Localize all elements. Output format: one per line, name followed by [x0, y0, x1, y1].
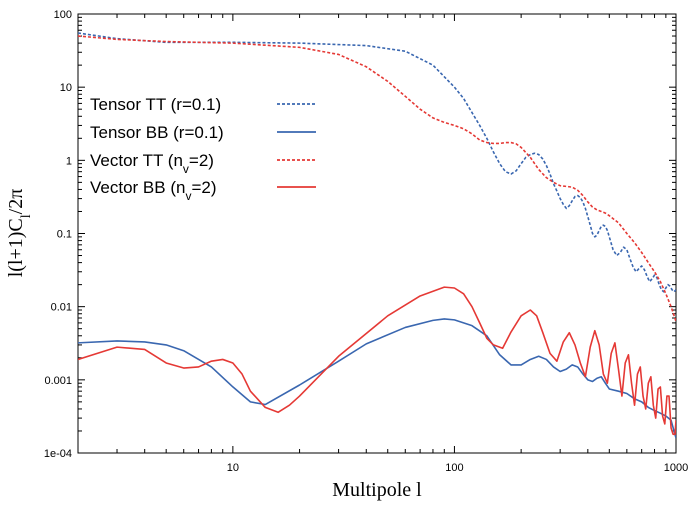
y-tick-label: 0.01: [51, 302, 72, 314]
series-line-vector-bb-n-v-2: [78, 286, 676, 436]
legend-label: Tensor TT (r=0.1): [90, 95, 221, 114]
y-axis-title: l(l+1)Cl/2π: [5, 189, 34, 278]
series-line-vector-tt-n-v-2: [78, 35, 676, 322]
y-tick-label: 100: [54, 9, 72, 21]
y-tick-label: 0.001: [44, 375, 72, 387]
legend: Tensor TT (r=0.1) Tensor BB (r=0.1) Vector…: [90, 95, 316, 203]
plot-frame: [77, 13, 677, 454]
series-layer: [78, 32, 676, 439]
legend-label: Vector BB (nv=2): [90, 178, 216, 203]
y-tick-label: 0.1: [57, 229, 72, 241]
y-tick-label: 10: [60, 82, 72, 94]
x-tick-label: 1000: [664, 462, 688, 474]
y-axis-ticks: 1e-04 0.001 0.01 0.1 1 10 100: [44, 9, 676, 460]
x-tick-label: 100: [445, 462, 463, 474]
legend-label: Tensor BB (r=0.1): [90, 123, 224, 142]
x-tick-label: 10: [227, 462, 239, 474]
series-line-tensor-bb-r-0-1: [78, 318, 676, 439]
y-tick-label: 1: [66, 155, 72, 167]
legend-label: Vector TT (nv=2): [90, 151, 214, 176]
x-axis-title: Multipole l: [332, 479, 422, 501]
x-axis-ticks: 10 100 1000: [77, 14, 688, 474]
series-line-tensor-tt-r-0-1: [78, 32, 676, 293]
y-tick-label: 1e-04: [44, 448, 72, 460]
